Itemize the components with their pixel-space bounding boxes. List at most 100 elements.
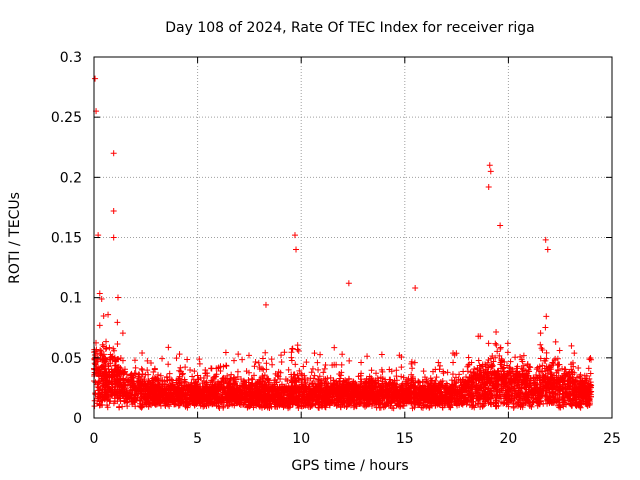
- data-point: [585, 365, 592, 372]
- data-point: [586, 384, 593, 391]
- data-point: [165, 361, 172, 368]
- data-point: [572, 402, 579, 409]
- data-point: [506, 393, 513, 400]
- data-point: [518, 385, 525, 392]
- data-point: [111, 347, 118, 354]
- data-point: [138, 365, 145, 372]
- data-point: [554, 367, 561, 374]
- data-point: [208, 365, 215, 372]
- data-point: [303, 397, 310, 404]
- data-point: [213, 371, 220, 378]
- data-point: [530, 374, 537, 381]
- data-point: [456, 390, 463, 397]
- data-point: [465, 389, 472, 396]
- data-point: [331, 344, 338, 351]
- data-point: [507, 397, 514, 404]
- data-point: [547, 375, 554, 382]
- data-point: [202, 386, 209, 393]
- data-point: [348, 385, 355, 392]
- data-point: [218, 378, 225, 385]
- data-point: [587, 370, 594, 377]
- data-point: [231, 357, 238, 364]
- data-point: [333, 402, 340, 409]
- data-point: [321, 365, 328, 372]
- data-point: [119, 330, 126, 337]
- data-point: [367, 390, 374, 397]
- data-point: [552, 338, 559, 345]
- data-point: [294, 342, 301, 349]
- data-point: [485, 340, 492, 347]
- data-point: [188, 379, 195, 386]
- data-point: [150, 368, 157, 375]
- data-point: [263, 402, 270, 409]
- data-point: [390, 395, 397, 402]
- data-point: [399, 380, 406, 387]
- data-point: [177, 364, 184, 371]
- data-point: [275, 373, 282, 380]
- data-point: [495, 367, 502, 374]
- data-point: [577, 404, 584, 411]
- data-point: [537, 355, 544, 362]
- data-point: [294, 397, 301, 404]
- data-point: [385, 387, 392, 394]
- data-point: [350, 378, 357, 385]
- data-point: [99, 364, 106, 371]
- data-point: [91, 403, 98, 410]
- data-point: [314, 376, 321, 383]
- data-point: [415, 378, 422, 385]
- data-point: [317, 386, 324, 393]
- data-point: [324, 389, 331, 396]
- data-point: [278, 352, 285, 359]
- data-point: [504, 340, 511, 347]
- data-point: [234, 368, 241, 375]
- data-point: [116, 404, 123, 411]
- data-point: [507, 368, 514, 375]
- data-point: [300, 363, 307, 370]
- data-point: [564, 382, 571, 389]
- chart-title: Day 108 of 2024, Rate Of TEC Index for r…: [165, 20, 534, 36]
- data-point: [142, 396, 149, 403]
- data-point: [574, 380, 581, 387]
- data-point: [439, 378, 446, 385]
- data-point: [295, 402, 302, 409]
- data-point: [537, 397, 544, 404]
- data-point: [351, 385, 358, 392]
- data-point: [322, 396, 329, 403]
- data-point: [99, 363, 106, 370]
- data-point: [423, 378, 430, 385]
- data-point: [450, 387, 457, 394]
- data-point: [564, 393, 571, 400]
- data-point: [114, 376, 121, 383]
- data-point: [220, 363, 227, 370]
- data-point: [295, 347, 302, 354]
- data-point: [461, 385, 468, 392]
- data-point: [357, 372, 364, 379]
- data-point: [393, 367, 400, 374]
- data-point: [341, 399, 348, 406]
- data-point: [301, 376, 308, 383]
- data-point: [495, 383, 502, 390]
- data-point: [235, 351, 242, 358]
- data-point: [490, 358, 497, 365]
- data-point: [457, 389, 464, 396]
- data-point: [440, 368, 447, 375]
- data-point: [281, 390, 288, 397]
- data-point: [470, 398, 477, 405]
- data-point: [269, 361, 276, 368]
- data-point: [362, 380, 369, 387]
- data-point: [492, 399, 499, 406]
- data-point: [262, 349, 269, 356]
- data-point: [549, 393, 556, 400]
- data-point: [459, 392, 466, 399]
- data-point: [203, 387, 210, 394]
- data-point: [259, 404, 266, 411]
- data-point: [542, 382, 549, 389]
- data-point: [153, 376, 160, 383]
- data-point: [148, 360, 155, 367]
- data-point: [301, 380, 308, 387]
- data-point: [271, 400, 278, 407]
- data-point: [159, 377, 166, 384]
- data-point: [288, 371, 295, 378]
- data-point: [194, 376, 201, 383]
- data-point: [501, 400, 508, 407]
